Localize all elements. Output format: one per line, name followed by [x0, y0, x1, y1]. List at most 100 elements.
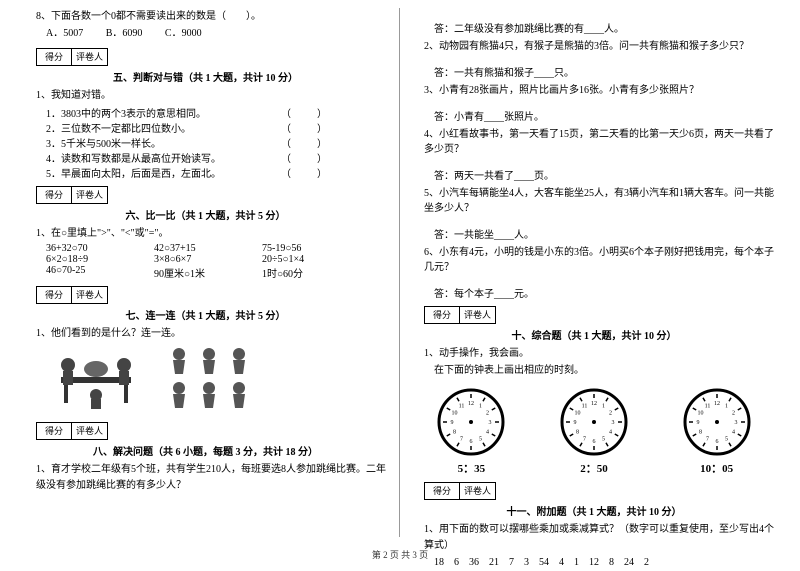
svg-text:1: 1 [479, 404, 482, 410]
answer-3: 答：小青有____张照片。 [410, 108, 778, 123]
svg-text:4: 4 [486, 430, 489, 436]
compare-cell: 1时○60分 [262, 265, 342, 280]
sec6-lead: 1、在○里填上">"、"<"或"="。 [22, 226, 389, 242]
page-container: 8、下面各数一个0都不需要读出来的数是（ ）。 A．5007 B．6090 C．… [0, 0, 800, 545]
question-2: 2、动物园有熊猫4只，有猴子是熊猫的3倍。问一共有熊猫和猴子多少只？ [410, 37, 778, 52]
grader-cell: 评卷人 [72, 422, 108, 440]
svg-text:9: 9 [696, 420, 699, 426]
grader-cell: 评卷人 [72, 48, 108, 66]
right-column: 答：二年级没有参加跳绳比赛的有____人。 2、动物园有熊猫4只，有猴子是熊猫的… [400, 8, 788, 537]
compare-cell: 90厘米○1米 [154, 265, 234, 280]
svg-text:10: 10 [452, 411, 458, 417]
tf-item: 5．早晨面向太阳，后面是西，左面北。（ ） [22, 165, 389, 180]
answer-2: 答：一共有熊猫和猴子____只。 [410, 64, 778, 79]
tf-paren: （ ） [281, 105, 329, 120]
svg-text:10: 10 [575, 411, 581, 417]
q8-text: 8、下面各数一个0都不需要读出来的数是（ ）。 [22, 9, 389, 25]
sec6-rows: 36+32○70 42○37+15 75-19○566×2○18÷93×8○6×72… [22, 243, 389, 280]
clock-face-icon: 121234567891011 [436, 387, 506, 457]
section-7-title: 七、连一连（共 1 大题，共计 5 分） [22, 307, 389, 322]
compare-cell: 75-19○56 [262, 243, 342, 254]
svg-text:11: 11 [582, 404, 588, 410]
svg-text:3: 3 [489, 420, 492, 426]
q8-opt-c: C．9000 [165, 28, 202, 39]
sec8-q1: 1、育才学校二年级有5个班，共有学生210人，每班要选8人参加跳绳比赛。二年级没… [22, 462, 389, 494]
svg-text:1: 1 [602, 404, 605, 410]
answer-1: 答：二年级没有参加跳绳比赛的有____人。 [410, 20, 778, 35]
answer-6: 答：每个本子____元。 [410, 285, 778, 300]
tf-text: 2．三位数不一定都比四位数小。 [46, 120, 191, 135]
child-icon [166, 380, 192, 410]
score-cell: 得分 [36, 186, 72, 204]
compare-row: 46○70-25 90厘米○1米 1时○60分 [22, 265, 389, 280]
compare-row: 6×2○18÷93×8○6×720÷5○1×4 [22, 254, 389, 265]
svg-text:5: 5 [602, 436, 605, 442]
sec7-lead: 1、他们看到的是什么？连一连。 [22, 326, 389, 342]
answer-4: 答：两天一共看了____页。 [410, 167, 778, 182]
svg-text:9: 9 [573, 420, 576, 426]
child-icon [196, 346, 222, 376]
child-icon [226, 346, 252, 376]
svg-text:4: 4 [732, 430, 735, 436]
svg-text:1: 1 [725, 404, 728, 410]
svg-text:12: 12 [591, 401, 597, 407]
svg-text:3: 3 [734, 420, 737, 426]
tf-item: 2．三位数不一定都比四位数小。 （ ） [22, 120, 389, 135]
svg-text:6: 6 [470, 439, 473, 445]
sec5-items: 1．3803中的两个3表示的意思相同。（ ）2．三位数不一定都比四位数小。（ ）… [22, 105, 389, 180]
svg-text:7: 7 [583, 436, 586, 442]
svg-text:12: 12 [468, 401, 474, 407]
svg-text:5: 5 [479, 436, 482, 442]
clock-item-3: 121234567891011 10：05 [682, 387, 752, 476]
svg-text:11: 11 [459, 404, 465, 410]
compare-row: 36+32○70 42○37+15 75-19○56 [22, 243, 389, 254]
question-6: 6、小东有4元，小明的钱是小东的3倍。小明买6个本子刚好把钱用完，每个本子几元？ [410, 243, 778, 273]
question-5: 5、小汽车每辆能坐4人，大客车能坐25人，有3辆小汽车和1辆大客车。问一共能坐多… [410, 184, 778, 214]
score-cell: 得分 [424, 306, 460, 324]
sec5-lead: 1、我知道对错。 [22, 88, 389, 104]
table-scene-icon [46, 347, 146, 412]
tf-paren: （ ） [281, 120, 329, 135]
score-box-10: 得分 评卷人 [424, 306, 778, 324]
svg-text:12: 12 [714, 401, 720, 407]
score-box-7: 得分 评卷人 [36, 286, 389, 304]
question-3: 3、小青有28张画片，照片比画片多16张。小青有多少张照片？ [410, 81, 778, 96]
section-10-title: 十、综合题（共 1 大题，共计 10 分） [410, 327, 778, 342]
compare-cell: 36+32○70 [46, 243, 126, 254]
grader-cell: 评卷人 [72, 186, 108, 204]
clock-face-icon: 121234567891011 [559, 387, 629, 457]
section-6-title: 六、比一比（共 1 大题，共计 5 分） [22, 207, 389, 222]
grader-cell: 评卷人 [460, 482, 496, 500]
score-cell: 得分 [36, 286, 72, 304]
sec7-illustration [22, 346, 389, 412]
compare-cell: 42○37+15 [154, 243, 234, 254]
score-box-5: 得分 评卷人 [36, 48, 389, 66]
tf-text: 5．早晨面向太阳，后面是西，左面北。 [46, 165, 221, 180]
score-cell: 得分 [36, 422, 72, 440]
svg-text:2: 2 [609, 411, 612, 417]
svg-text:8: 8 [699, 430, 702, 436]
clock-item-1: 121234567891011 5：35 [436, 387, 506, 476]
tf-text: 3．5千米与500米一样长。 [46, 135, 161, 150]
left-column: 8、下面各数一个0都不需要读出来的数是（ ）。 A．5007 B．6090 C．… [12, 8, 400, 537]
score-cell: 得分 [36, 48, 72, 66]
tf-item: 3．5千米与500米一样长。（ ） [22, 135, 389, 150]
score-box-8: 得分 评卷人 [36, 422, 389, 440]
tf-text: 4．读数和写数都是从最高位开始读写。 [46, 150, 221, 165]
compare-cell: 46○70-25 [46, 265, 126, 280]
tf-item: 4．读数和写数都是从最高位开始读写。 （ ） [22, 150, 389, 165]
svg-text:8: 8 [576, 430, 579, 436]
section-5-title: 五、判断对与错（共 1 大题，共计 10 分） [22, 69, 389, 84]
clocks-row: 121234567891011 5：35 121234567891011 2：5… [410, 387, 778, 476]
q8-opt-a: A．5007 [46, 28, 83, 39]
svg-text:3: 3 [611, 420, 614, 426]
sec10-sub: 在下面的钟表上画出相应的时刻。 [410, 363, 778, 379]
section-11-title: 十一、附加题（共 1 大题，共计 10 分） [410, 503, 778, 518]
svg-text:8: 8 [453, 430, 456, 436]
grader-cell: 评卷人 [460, 306, 496, 324]
clock-label-2: 2：50 [559, 460, 629, 476]
score-box-6: 得分 评卷人 [36, 186, 389, 204]
tf-paren: （ ） [281, 150, 329, 165]
answer-5: 答：一共能坐____人。 [410, 226, 778, 241]
score-cell: 得分 [424, 482, 460, 500]
